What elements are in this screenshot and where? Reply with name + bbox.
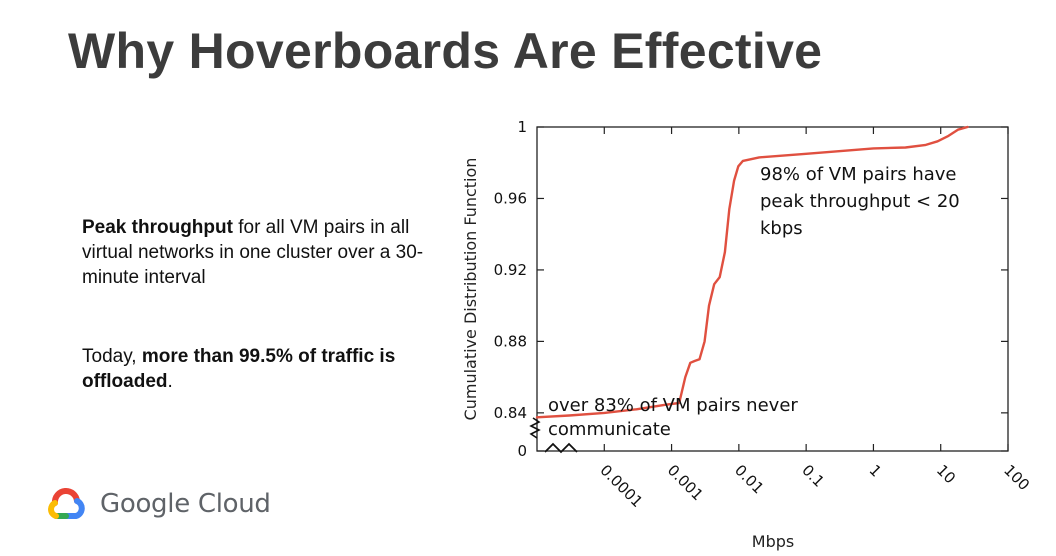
x-tick-label: 0.001	[664, 461, 707, 504]
annotation-line: peak throughput < 20	[760, 191, 960, 212]
offload-bold-phrase: more than 99.5% of traffic is offloaded	[82, 346, 396, 392]
y-tick-label: 1	[517, 118, 527, 136]
annotation-line: over 83% of VM pairs never	[548, 395, 798, 416]
plot-frame	[536, 126, 1009, 452]
annotation-83-percent: over 83% of VM pairs never communicate	[548, 395, 798, 440]
offload-suffix: .	[167, 371, 173, 392]
description-rest: for all VM pairs in all virtual networks…	[82, 217, 424, 288]
x-axis-title: Mbps	[752, 532, 794, 551]
x-tick-label: 0.0001	[596, 461, 646, 511]
y-tick-label: 0.88	[494, 332, 527, 350]
y-axis-break-icon	[529, 417, 541, 439]
annotation-line: communicate	[548, 419, 671, 440]
google-cloud-logo-icon	[48, 487, 85, 519]
brand-name: Google Cloud	[100, 489, 271, 519]
annotation-line: kbps	[760, 218, 803, 239]
annotation-line: 98% of VM pairs have	[760, 164, 957, 185]
y-tick-label: 0.96	[494, 189, 527, 207]
x-tick-label: 0.01	[731, 461, 767, 497]
slide-title: Why Hoverboards Are Effective	[68, 23, 823, 79]
y-tick-label: 0.84	[494, 404, 527, 422]
description-peak-throughput: Peak throughput for all VM pairs in all …	[82, 215, 442, 290]
description-bold-phrase: Peak throughput	[82, 217, 233, 238]
cdf-series-line	[535, 125, 969, 419]
offload-prefix: Today,	[82, 346, 142, 367]
x-tick-label: 100	[1000, 461, 1033, 494]
x-tick-label: 1	[866, 461, 885, 480]
x-tick-label: 10	[933, 461, 959, 487]
y-tick-label: 0	[517, 442, 527, 460]
x-axis-break-icon	[544, 442, 578, 454]
y-tick-label: 0.92	[494, 261, 527, 279]
description-offload: Today, more than 99.5% of traffic is off…	[82, 344, 442, 394]
x-tick-label: 0.1	[798, 461, 828, 491]
annotation-98-percent: 98% of VM pairs have peak throughput < 2…	[760, 164, 960, 239]
y-axis-title: Cumulative Distribution Function	[461, 158, 480, 421]
google-cloud-brand: Google Cloud	[46, 484, 271, 524]
